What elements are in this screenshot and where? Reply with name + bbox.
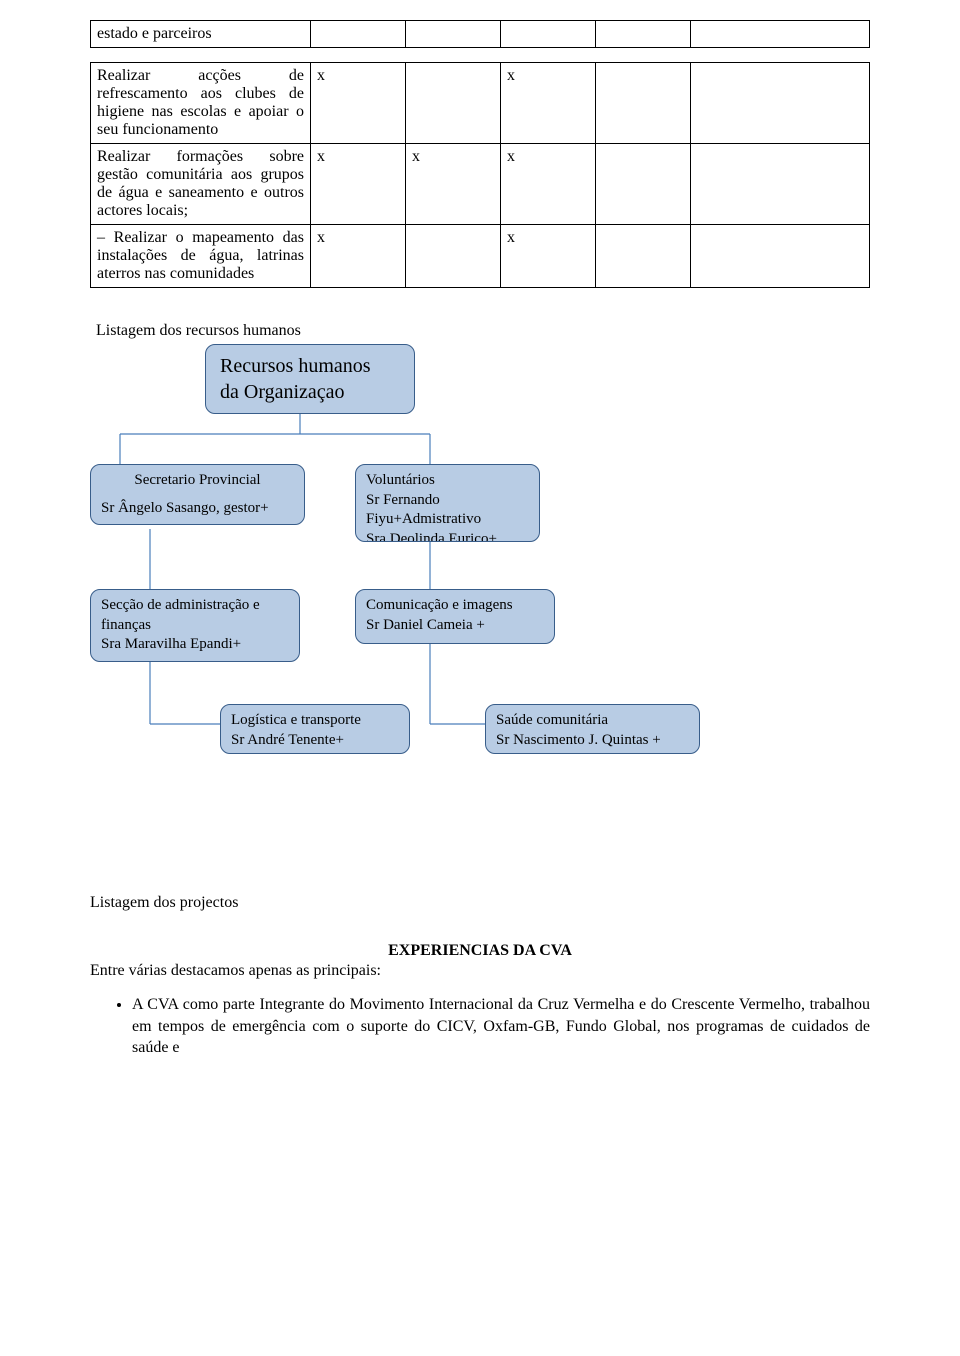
node-line: Sr André Tenente+ xyxy=(231,731,399,751)
org-node-admin: Secção de administração e finanças Sra M… xyxy=(90,589,300,662)
cell xyxy=(311,21,406,48)
node-line: Voluntários xyxy=(366,471,529,491)
cell: estado e parceiros xyxy=(91,21,311,48)
node-line: Logística e transporte xyxy=(231,711,399,731)
table-block-2: Realizar acções de refrescamento aos clu… xyxy=(90,62,870,288)
node-line: Sra Maravilha Epandi+ xyxy=(101,635,289,655)
cell: x xyxy=(311,144,406,225)
table-row: Realizar formações sobre gestão comunitá… xyxy=(91,144,870,225)
bullet-list: A CVA como parte Integrante do Movimento… xyxy=(90,994,870,1059)
cell xyxy=(406,63,501,144)
listing-title: Listagem dos recursos humanos xyxy=(96,322,870,340)
table-row: Realizar acções de refrescamento aos clu… xyxy=(91,63,870,144)
node-line: Fiyu+Admistrativo xyxy=(366,510,529,530)
org-node-secretario: Secretario Provincial Sr Ângelo Sasango,… xyxy=(90,464,305,525)
org-node-logistica: Logística e transporte Sr André Tenente+ xyxy=(220,704,410,754)
cell xyxy=(691,63,870,144)
cell xyxy=(406,21,501,48)
node-line: Recursos humanos xyxy=(220,353,400,379)
node-line: Sr Daniel Cameia + xyxy=(366,616,544,636)
table-row: estado e parceiros xyxy=(91,21,870,48)
cell xyxy=(501,21,596,48)
cell xyxy=(596,225,691,288)
node-line: da Organizaçao xyxy=(220,379,400,405)
node-line: Sr Fernando xyxy=(366,491,529,511)
intro-line: Entre várias destacamos apenas as princi… xyxy=(90,962,870,980)
node-line: Secção de administração e finanças xyxy=(101,596,289,635)
cell: Realizar acções de refrescamento aos clu… xyxy=(91,63,311,144)
cell xyxy=(596,63,691,144)
org-node-saude: Saúde comunitária Sr Nascimento J. Quint… xyxy=(485,704,700,754)
org-node-top: Recursos humanos da Organizaçao xyxy=(205,344,415,414)
cell xyxy=(596,21,691,48)
node-line: Secretario Provincial xyxy=(101,471,294,491)
cell xyxy=(596,144,691,225)
cell xyxy=(691,21,870,48)
table-row: – Realizar o mapeamento das instalações … xyxy=(91,225,870,288)
cell xyxy=(406,225,501,288)
cell: x xyxy=(311,63,406,144)
org-node-voluntarios: Voluntários Sr Fernando Fiyu+Admistrativ… xyxy=(355,464,540,542)
cell xyxy=(691,225,870,288)
node-line: Sra Deolinda Eurico+ xyxy=(366,530,529,543)
org-chart: Recursos humanos da Organizaçao Secretar… xyxy=(90,344,870,864)
table-block-1: estado e parceiros xyxy=(90,20,870,48)
node-line: Comunicação e imagens xyxy=(366,596,544,616)
cell: x xyxy=(501,63,596,144)
cell: x xyxy=(406,144,501,225)
cell: Realizar formações sobre gestão comunitá… xyxy=(91,144,311,225)
cell xyxy=(691,144,870,225)
cell: x xyxy=(501,225,596,288)
cell: x xyxy=(311,225,406,288)
experiences-title: EXPERIENCIAS DA CVA xyxy=(90,942,870,960)
org-node-comunicacao: Comunicação e imagens Sr Daniel Cameia + xyxy=(355,589,555,644)
bullet-item: A CVA como parte Integrante do Movimento… xyxy=(132,994,870,1059)
projects-title: Listagem dos projectos xyxy=(90,894,870,912)
cell: – Realizar o mapeamento das instalações … xyxy=(91,225,311,288)
node-line: Saúde comunitária xyxy=(496,711,689,731)
cell: x xyxy=(501,144,596,225)
node-line: Sr Ângelo Sasango, gestor+ xyxy=(101,499,294,519)
node-line: Sr Nascimento J. Quintas + xyxy=(496,731,689,751)
